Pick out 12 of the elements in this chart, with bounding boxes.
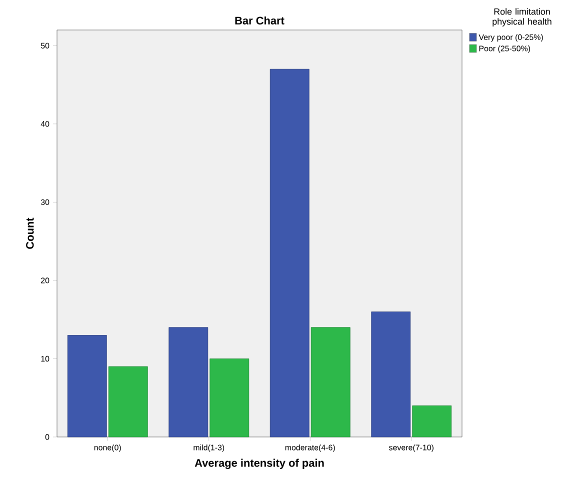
- y-axis-title: Count: [26, 218, 34, 249]
- bar: [108, 366, 148, 438]
- bar: [210, 358, 250, 438]
- bar: [371, 312, 411, 438]
- bar: [270, 68, 310, 438]
- bar: [412, 405, 452, 438]
- bar: [310, 327, 350, 438]
- x-axis-title: Average intensity of pain: [194, 458, 324, 470]
- legend-title: Role limitation physical health: [492, 8, 552, 26]
- bar: [67, 335, 107, 438]
- bar: [168, 327, 208, 438]
- chart-title: Bar Chart: [235, 16, 284, 24]
